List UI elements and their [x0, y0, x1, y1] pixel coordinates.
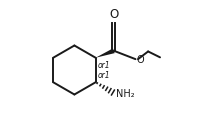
Text: or1: or1 [97, 71, 110, 80]
Text: or1: or1 [97, 61, 110, 70]
Polygon shape [96, 48, 115, 58]
Text: O: O [136, 55, 144, 65]
Text: NH₂: NH₂ [116, 89, 134, 99]
Text: O: O [109, 8, 118, 21]
